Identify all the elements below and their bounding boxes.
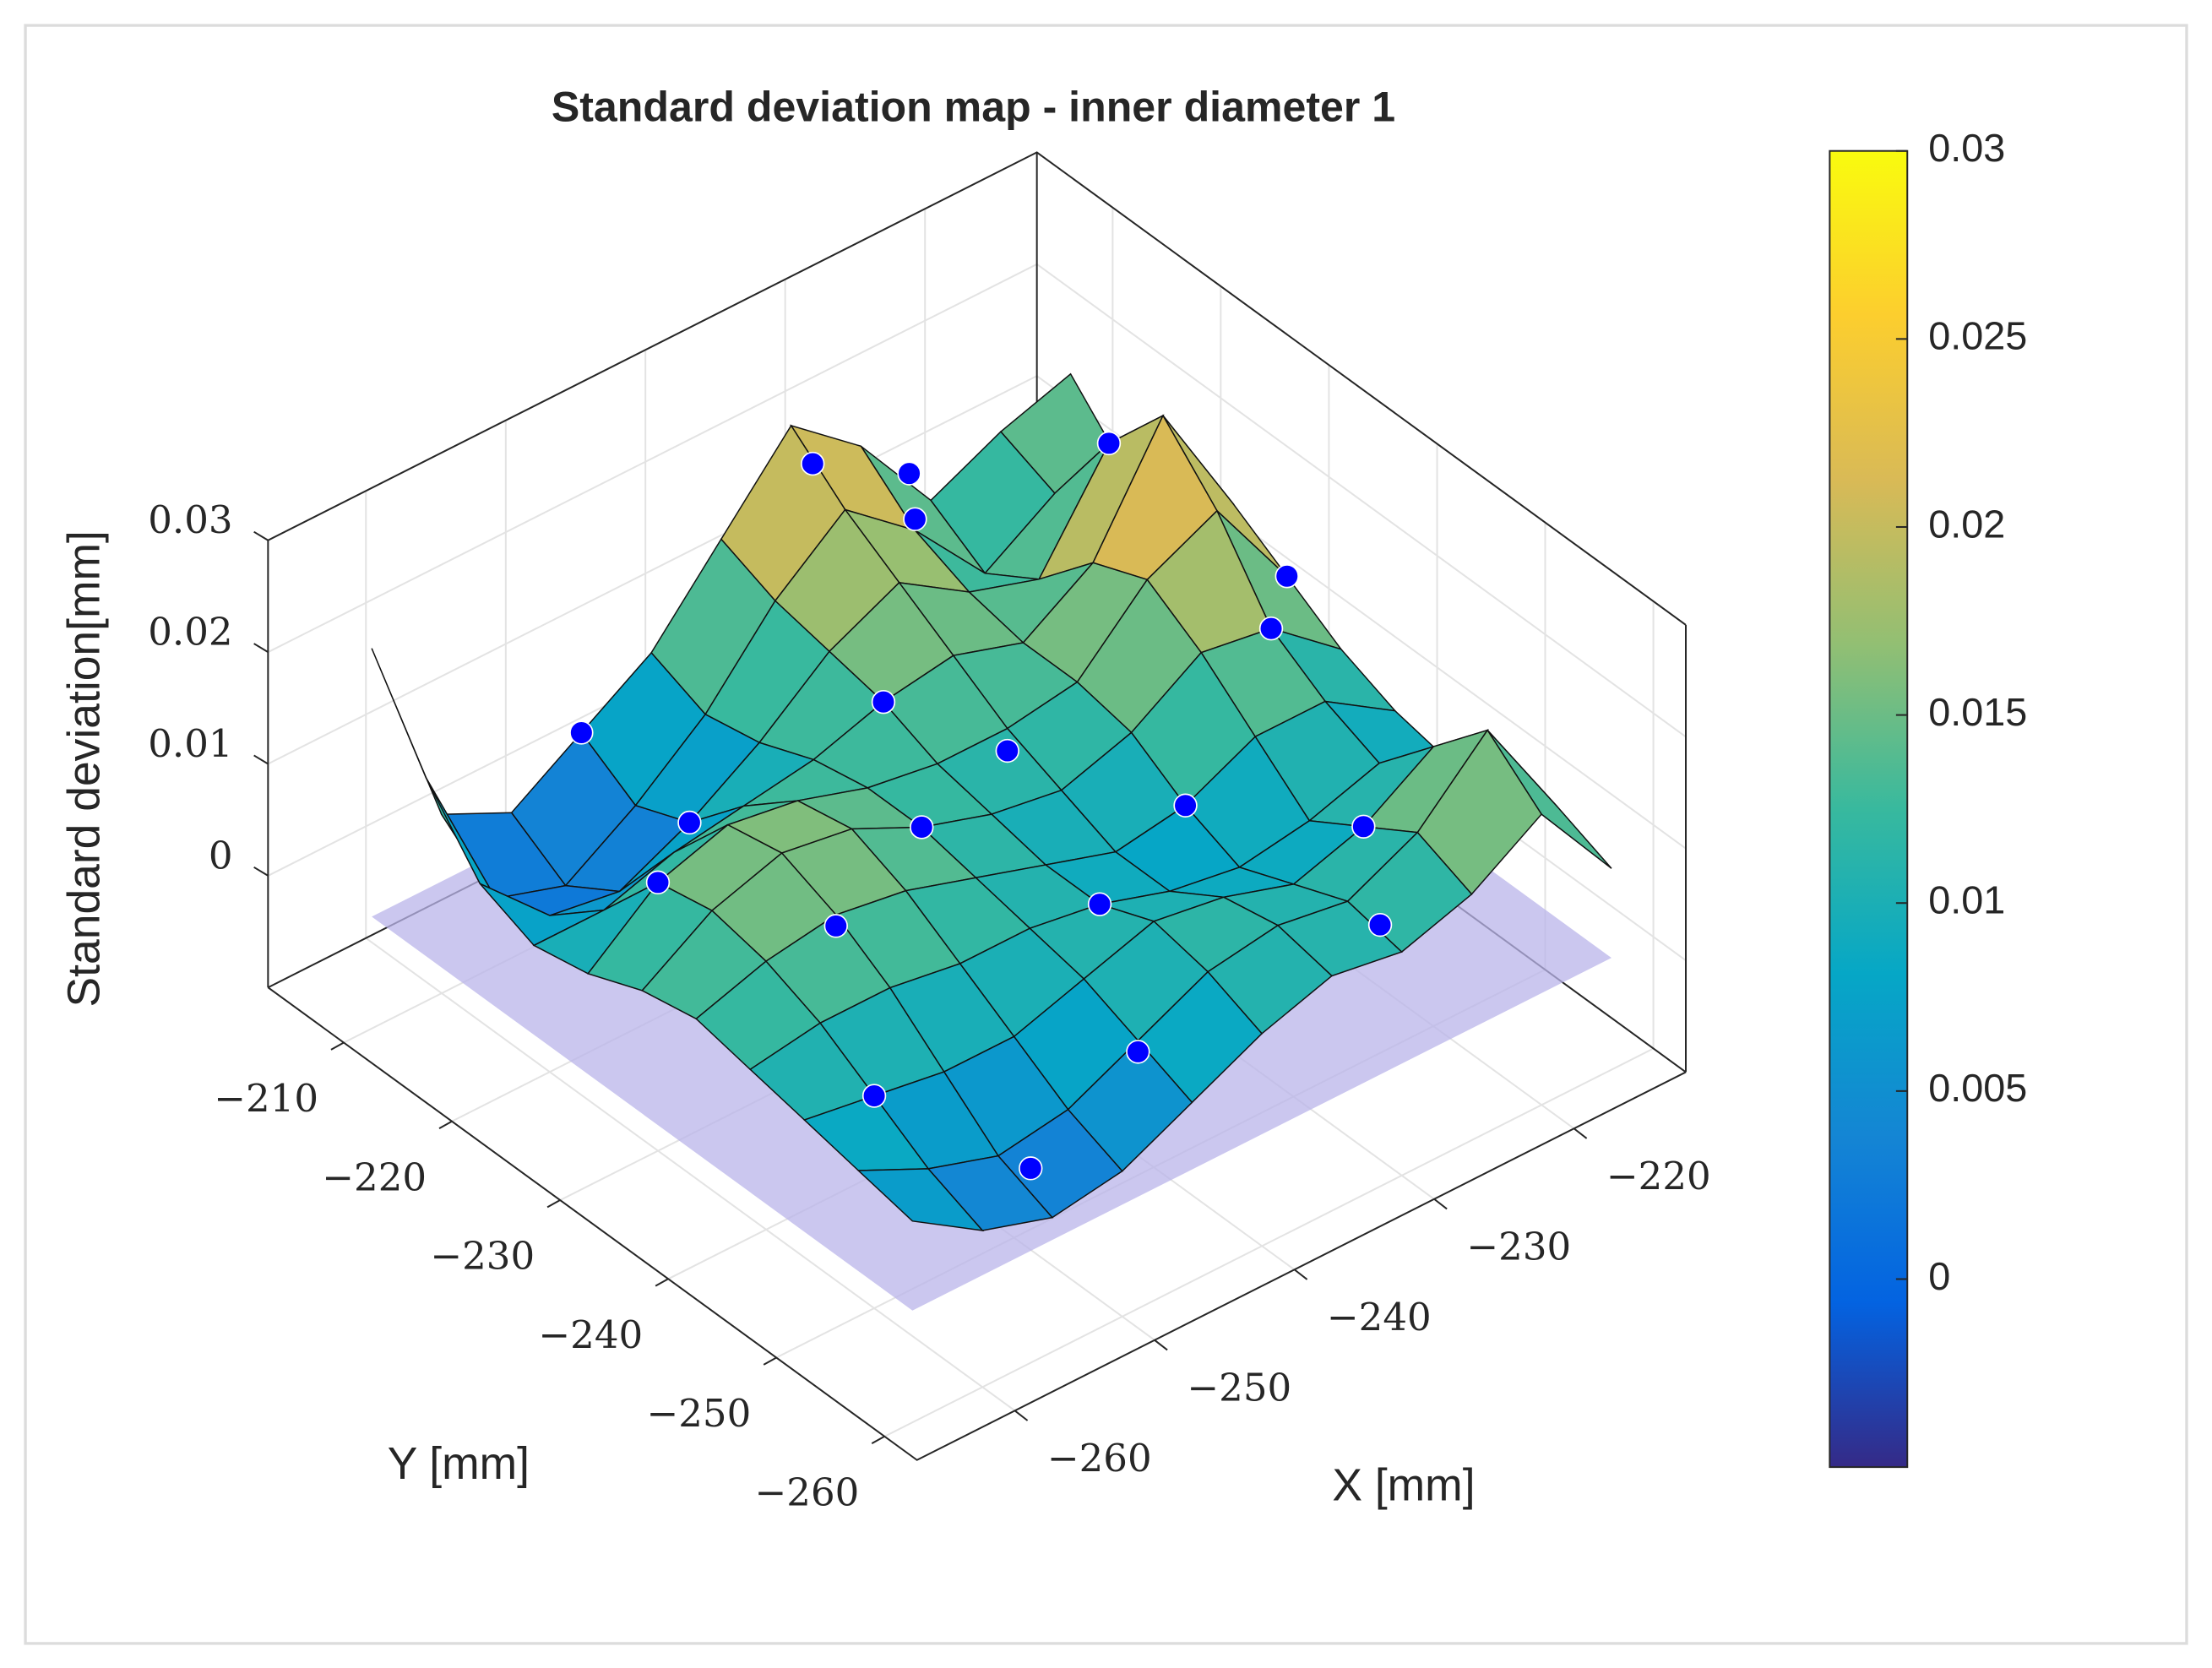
measurement-point xyxy=(1173,793,1198,818)
measurement-point xyxy=(1258,616,1284,641)
y-tick-label: −250 xyxy=(646,1391,751,1436)
measurement-point xyxy=(897,461,921,486)
z-tick-label: 0.01 xyxy=(148,721,232,766)
z-tick xyxy=(253,866,269,877)
measurement-point xyxy=(1351,814,1376,839)
z-tick-label: 0 xyxy=(209,833,233,877)
colorbar-tick-label: 0.01 xyxy=(1928,878,2005,922)
y-tick-label: −230 xyxy=(430,1234,535,1279)
measurement-point xyxy=(995,738,1019,763)
x-tick-label: −240 xyxy=(1327,1295,1432,1339)
x-tick-label: −250 xyxy=(1187,1365,1291,1410)
measurement-point xyxy=(871,689,896,714)
z-axis-label: Standard deviation[mm] xyxy=(60,530,110,1007)
colorbar-tick-label: 0.02 xyxy=(1928,502,2005,546)
measurement-point xyxy=(1367,912,1393,937)
measurement-point xyxy=(645,870,671,895)
measurement-point xyxy=(1096,431,1122,456)
y-tick-label: −210 xyxy=(214,1076,318,1121)
measurement-point xyxy=(1274,564,1299,589)
colorbar-tick-label: 0 xyxy=(1928,1254,1950,1298)
measurement-point xyxy=(1126,1040,1150,1064)
colorbar-tick-label: 0.025 xyxy=(1928,314,2027,358)
axis-box xyxy=(267,986,1687,1461)
y-axis-label: Y [mm] xyxy=(388,1439,530,1489)
z-tick-label: 0.02 xyxy=(148,610,232,655)
axis-box xyxy=(267,151,1687,626)
y-tick-label: −220 xyxy=(322,1155,427,1199)
x-tick xyxy=(1573,1127,1588,1139)
x-tick xyxy=(1293,1269,1308,1280)
chart-title: Standard deviation map - inner diameter … xyxy=(552,84,1395,131)
y-tick xyxy=(546,1199,561,1209)
plot-area: Standard deviation map - inner diameter … xyxy=(24,24,2188,1645)
y-tick xyxy=(871,1435,885,1445)
measurement-point xyxy=(677,810,702,835)
y-tick xyxy=(330,1041,345,1051)
y-tick xyxy=(655,1278,669,1287)
z-tick xyxy=(253,754,269,765)
surface-patch xyxy=(856,1168,985,1232)
x-tick-label: −260 xyxy=(1047,1436,1152,1481)
z-tick xyxy=(253,643,269,653)
measurement-point xyxy=(861,1084,887,1108)
z-tick xyxy=(253,530,269,541)
x-tick-label: −230 xyxy=(1466,1224,1571,1269)
x-axis-label: X [mm] xyxy=(1332,1460,1475,1510)
measurement-point xyxy=(910,815,934,839)
y-tick-label: −240 xyxy=(538,1312,643,1357)
y-tick xyxy=(438,1120,453,1129)
colorbar-tick-label: 0.03 xyxy=(1928,126,2005,170)
measurement-point xyxy=(569,720,594,745)
measurement-point xyxy=(903,507,927,531)
x-tick-label: −220 xyxy=(1606,1154,1711,1198)
z-tick-label: 0.03 xyxy=(148,497,232,542)
measurement-point xyxy=(1019,1156,1043,1181)
measurement-point xyxy=(823,914,848,938)
x-tick xyxy=(1014,1410,1029,1421)
y-tick xyxy=(763,1356,777,1366)
y-tick-label: −260 xyxy=(755,1470,860,1514)
x-tick xyxy=(1154,1339,1168,1351)
x-tick xyxy=(1433,1198,1448,1210)
measurement-point xyxy=(801,451,825,476)
colorbar-tick-label: 0.015 xyxy=(1928,690,2027,734)
colorbar-tick-label: 0.005 xyxy=(1928,1066,2027,1110)
measurement-point xyxy=(1087,892,1112,916)
colorbar xyxy=(1829,149,1909,1469)
